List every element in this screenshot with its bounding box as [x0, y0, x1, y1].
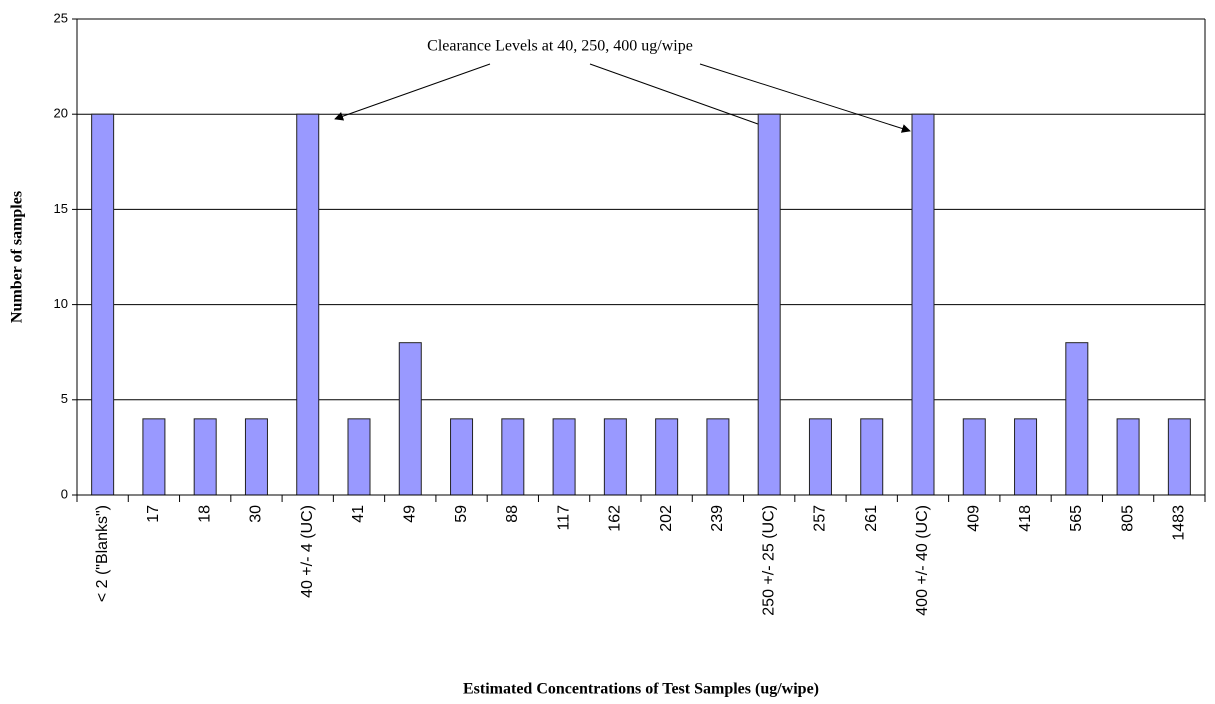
x-tick-label: 565 [1068, 505, 1085, 532]
bar [450, 418, 474, 496]
bar [962, 418, 986, 496]
bar [655, 418, 679, 496]
bar [1116, 418, 1140, 496]
bar [1167, 418, 1191, 496]
x-tick-label: 17 [145, 505, 162, 523]
bar [193, 418, 217, 496]
y-tick-label: 15 [54, 201, 68, 216]
x-tick-label: 409 [965, 505, 982, 532]
bar [398, 342, 422, 496]
bar [757, 113, 781, 496]
x-tick-label: 117 [555, 505, 572, 531]
x-tick-label: 805 [1119, 505, 1136, 532]
x-tick-label: 261 [863, 505, 880, 532]
x-tick-label: 418 [1017, 505, 1034, 532]
bar [347, 418, 371, 496]
arrow [589, 63, 773, 131]
y-axis-title: Number of samples [9, 191, 26, 323]
x-tick-label: 202 [658, 505, 675, 532]
x-tick-label: 59 [453, 505, 470, 523]
arrow [334, 63, 491, 121]
arrow [699, 63, 911, 133]
bar [142, 418, 166, 496]
bar [808, 418, 832, 496]
x-tick-label: 250 +/- 25 (UC) [760, 505, 777, 616]
bar [501, 418, 525, 496]
x-tick-label: 257 [812, 505, 829, 532]
bar [706, 418, 730, 496]
y-tick-label: 25 [54, 10, 68, 25]
bar [552, 418, 576, 496]
x-tick-label: 40 +/- 4 (UC) [299, 505, 316, 598]
x-tick-label: 162 [607, 505, 624, 532]
x-tick-label: 88 [504, 505, 521, 523]
bar [860, 418, 884, 496]
y-tick-label: 0 [61, 486, 68, 501]
annotation-arrows [334, 63, 911, 133]
bar [603, 418, 627, 496]
bar [911, 113, 935, 496]
bar [244, 418, 268, 496]
x-tick-label: 239 [709, 505, 726, 532]
y-tick-label: 5 [61, 391, 68, 406]
x-tick-label: 400 +/- 40 (UC) [914, 505, 931, 616]
x-tick-label: 41 [350, 505, 367, 523]
bar [91, 113, 115, 496]
x-axis-title: Estimated Concentrations of Test Samples… [463, 681, 819, 698]
x-tick-label: 1483 [1171, 505, 1188, 541]
bar [1065, 342, 1089, 496]
annotation: Clearance Levels at 40, 250, 400 ug/wipe [427, 38, 693, 55]
bar [1014, 418, 1038, 496]
x-tick-label: 30 [248, 505, 265, 523]
bar [296, 113, 320, 496]
x-tick-label: 49 [401, 505, 418, 523]
y-tick-label: 10 [54, 296, 68, 311]
x-tick-label: 18 [196, 505, 213, 523]
x-tick-label: < 2 ("Blanks") [94, 505, 111, 602]
y-tick-label: 20 [54, 106, 68, 121]
